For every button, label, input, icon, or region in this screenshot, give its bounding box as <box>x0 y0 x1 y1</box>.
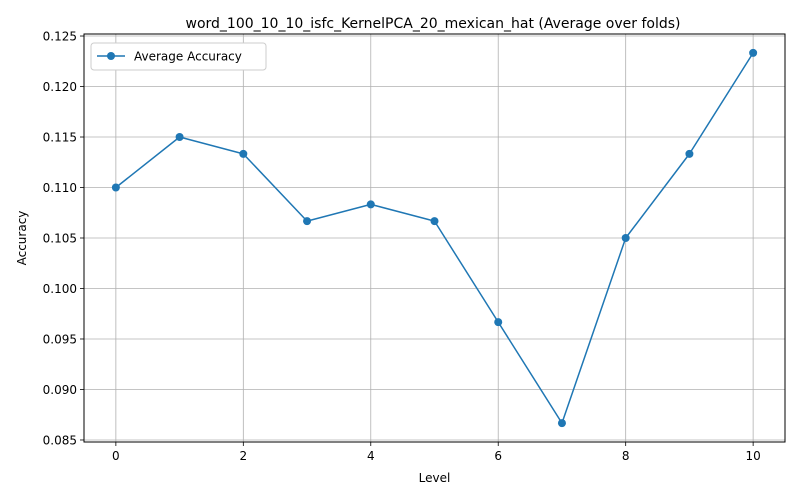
data-point <box>303 217 312 226</box>
y-tick-label: 0.085 <box>43 433 77 447</box>
x-tick-label: 6 <box>494 449 502 463</box>
legend: Average Accuracy <box>90 42 267 71</box>
y-tick-label: 0.120 <box>43 80 77 94</box>
y-tick-label: 0.115 <box>43 131 77 145</box>
y-tick-label: 0.125 <box>43 30 77 44</box>
data-point <box>366 200 375 209</box>
y-axis-label: Accuracy <box>15 211 29 266</box>
y-tick-label: 0.100 <box>43 282 77 296</box>
x-tick-label: 8 <box>622 449 630 463</box>
y-tick-label: 0.110 <box>43 181 77 195</box>
y-tick-label: 0.095 <box>43 332 77 346</box>
x-tick-label: 0 <box>112 449 120 463</box>
data-point <box>749 48 758 57</box>
data-point <box>111 183 120 192</box>
legend-marker-swatch <box>107 52 115 60</box>
data-point <box>430 217 439 226</box>
data-point <box>685 149 694 158</box>
x-tick-label: 2 <box>239 449 247 463</box>
grid <box>84 34 785 442</box>
data-point <box>494 318 503 327</box>
data-point <box>175 133 184 142</box>
y-tick-label: 0.090 <box>43 383 77 397</box>
x-tick-label: 4 <box>367 449 375 463</box>
legend-box <box>90 42 267 71</box>
x-tick-label: 10 <box>745 449 760 463</box>
legend-label: Average Accuracy <box>134 50 242 64</box>
chart-title: word_100_10_10_isfc_KernelPCA_20_mexican… <box>186 16 681 32</box>
x-axis-label: Level <box>419 471 451 485</box>
y-axis-ticks: 0.085 0.090 0.095 0.100 0.105 0.110 0.115 0.120… <box>43 30 84 447</box>
x-axis-ticks: 0 2 4 6 8 10 <box>112 442 761 463</box>
data-point <box>239 149 248 158</box>
data-point <box>621 234 630 242</box>
y-tick-label: 0.105 <box>43 232 77 246</box>
series-layer <box>111 48 758 428</box>
data-point <box>557 419 566 428</box>
